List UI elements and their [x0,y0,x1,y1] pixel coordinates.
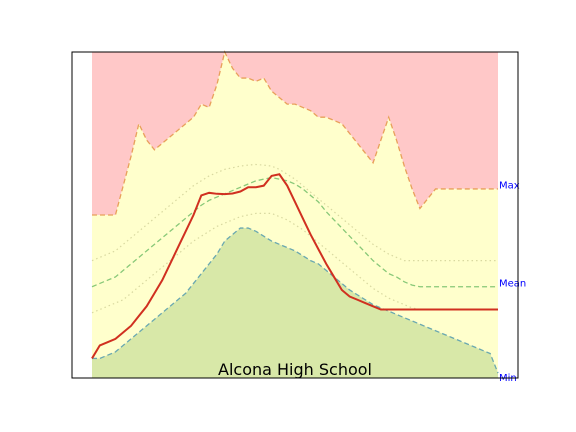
series-line-actual [91,173,498,359]
series-line-min [92,227,499,374]
series-line-lower [91,212,498,314]
area-between-min-max [92,52,498,374]
series-line-max [92,50,498,216]
band-label-max: Max [499,181,520,192]
band-label-mean: Mean [499,278,526,289]
chart-title: Alcona High School [218,360,372,379]
plot-frame [71,51,519,379]
area-below-min [92,228,498,378]
series-line-mean [91,176,498,288]
area-above-max [92,52,498,215]
